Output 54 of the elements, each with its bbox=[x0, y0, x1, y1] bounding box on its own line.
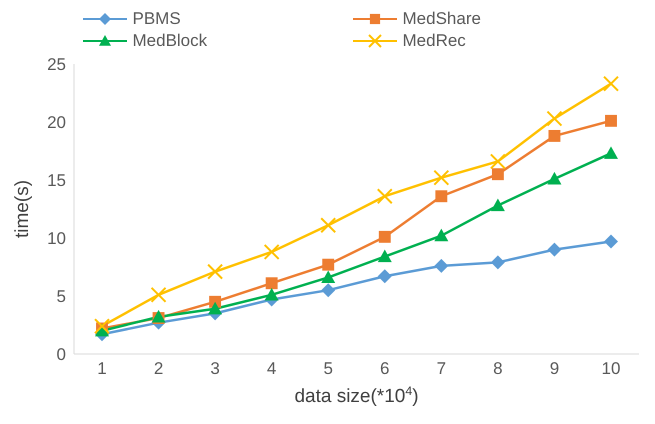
point bbox=[207, 264, 224, 280]
point bbox=[321, 283, 336, 298]
legend-label: MedBlock bbox=[132, 30, 208, 52]
x-tick-label: 1 bbox=[97, 359, 107, 378]
x-tick-label: 2 bbox=[154, 359, 164, 378]
point bbox=[321, 270, 336, 284]
x-tick-label: 5 bbox=[323, 359, 333, 378]
x-tick-label: 8 bbox=[493, 359, 503, 378]
point bbox=[208, 302, 222, 314]
point bbox=[266, 277, 278, 290]
legend-label: MedShare bbox=[402, 8, 481, 30]
point bbox=[152, 310, 166, 322]
point bbox=[548, 130, 560, 142]
point bbox=[547, 172, 562, 184]
x-axis-title: data size(*10$^{4}$) bbox=[294, 384, 419, 407]
point bbox=[492, 168, 504, 180]
point bbox=[378, 230, 391, 243]
x-tick-label: 9 bbox=[550, 359, 560, 378]
y-axis-title: time(s) bbox=[12, 180, 33, 238]
point bbox=[434, 228, 448, 242]
x-tick-label: 6 bbox=[380, 359, 390, 378]
x-tick-label: 4 bbox=[266, 359, 276, 378]
point bbox=[94, 318, 110, 334]
x-tick-label: 7 bbox=[436, 359, 446, 378]
y-tick-label: 25 bbox=[47, 55, 66, 74]
point bbox=[320, 217, 336, 234]
point bbox=[150, 286, 167, 303]
y-tick-label: 10 bbox=[47, 229, 66, 248]
x-tick-label: 3 bbox=[210, 359, 220, 378]
point bbox=[490, 153, 506, 170]
point bbox=[378, 250, 392, 262]
point bbox=[490, 255, 505, 270]
x-tick-label: 10 bbox=[602, 359, 620, 378]
y-tick-label: 20 bbox=[47, 113, 66, 132]
point bbox=[490, 198, 505, 212]
point bbox=[376, 188, 393, 204]
point bbox=[604, 146, 618, 159]
point bbox=[433, 170, 450, 186]
point bbox=[378, 269, 392, 284]
point bbox=[547, 242, 562, 257]
point bbox=[264, 288, 279, 300]
point bbox=[546, 110, 562, 127]
point bbox=[322, 258, 334, 271]
point bbox=[435, 190, 448, 202]
point bbox=[434, 258, 448, 273]
y-tick-label: 15 bbox=[47, 171, 66, 190]
point bbox=[605, 114, 617, 127]
point bbox=[264, 244, 280, 260]
y-tick-label: 5 bbox=[56, 287, 66, 306]
legend-label: MedRec bbox=[402, 30, 466, 52]
y-tick-label: 0 bbox=[56, 345, 66, 364]
point bbox=[604, 234, 618, 248]
legend-label: PBMS bbox=[132, 8, 181, 30]
point bbox=[603, 76, 619, 92]
